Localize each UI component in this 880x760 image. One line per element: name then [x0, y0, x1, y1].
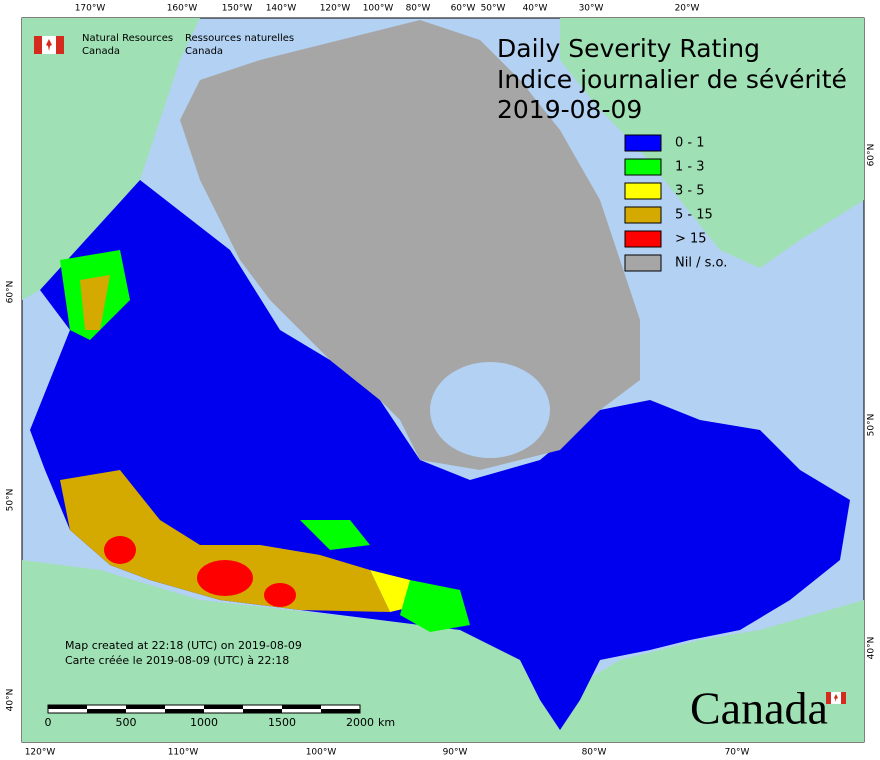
- latitude-label: 50°N: [867, 414, 877, 437]
- agency-fr: Canada: [185, 46, 223, 57]
- longitude-label: 60°W: [451, 4, 476, 14]
- latitude-label: 60°N: [867, 144, 877, 167]
- scale-segment: [126, 705, 165, 709]
- longitude-label: 120°W: [25, 748, 56, 758]
- agency-fr: Ressources naturelles: [185, 33, 294, 44]
- legend-label: 1 - 3: [675, 160, 705, 175]
- legend-swatch: [624, 134, 662, 152]
- legend-label: > 15: [675, 232, 707, 247]
- legend-label: 0 - 1: [675, 136, 705, 151]
- longitude-label: 40°W: [523, 4, 548, 14]
- legend-swatch: [624, 230, 662, 248]
- title-en: Daily Severity Rating: [497, 34, 760, 63]
- scale-unit: km: [378, 716, 395, 729]
- created-en: Map created at 22:18 (UTC) on 2019-08-09: [65, 639, 302, 652]
- canada-wordmark: Canada: [690, 683, 846, 734]
- latitude-label: 40°N: [867, 637, 877, 660]
- legend-label: Nil / s.o.: [675, 256, 727, 271]
- scale-segment: [321, 709, 360, 713]
- scale-segment: [282, 705, 321, 709]
- legend-swatch: [624, 254, 662, 272]
- latitude-label: 40°N: [6, 689, 16, 712]
- title-fr: Indice journalier de sévérité: [497, 65, 847, 94]
- longitude-label: 80°W: [406, 4, 431, 14]
- created-fr: Carte créée le 2019-08-09 (UTC) à 22:18: [65, 654, 289, 667]
- longitude-label: 20°W: [675, 4, 700, 14]
- longitude-label: 170°W: [75, 4, 106, 14]
- legend-label: 5 - 15: [675, 208, 713, 223]
- scale-label: 500: [116, 716, 137, 729]
- scale-bar: 0 500 1000 1500 2000 km: [45, 704, 395, 729]
- wordmark: Canada: [690, 683, 828, 734]
- legend: 0 - 1 1 - 3 3 - 5 5 - 15 > 15 Nil / s.o.: [624, 134, 727, 272]
- longitude-label: 110°W: [168, 748, 199, 758]
- scale-label: 1500: [268, 716, 296, 729]
- scale-segment: [204, 705, 243, 709]
- longitude-label: 50°W: [481, 4, 506, 14]
- graticule-labels: 170°W 160°W 150°W 140°W 120°W 100°W 80°W 60°W 50…: [6, 4, 877, 758]
- scale-segment: [165, 709, 204, 713]
- longitude-label: 140°W: [266, 4, 297, 14]
- legend-swatch: [624, 158, 662, 176]
- longitude-label: 90°W: [443, 748, 468, 758]
- scale-segment: [87, 709, 126, 713]
- longitude-label: 160°W: [167, 4, 198, 14]
- longitude-label: 70°W: [725, 748, 750, 758]
- longitude-label: 100°W: [306, 748, 337, 758]
- scale-segment: [48, 705, 87, 709]
- agency-en: Canada: [82, 46, 120, 57]
- agency-en: Natural Resources: [82, 33, 173, 44]
- longitude-label: 100°W: [363, 4, 394, 14]
- latitude-label: 60°N: [6, 281, 16, 304]
- scale-label: 1000: [190, 716, 218, 729]
- longitude-label: 150°W: [222, 4, 253, 14]
- longitude-label: 30°W: [579, 4, 604, 14]
- nrcan-signature: Natural Resources Canada Ressources natu…: [34, 33, 294, 57]
- scale-label: 0: [45, 716, 52, 729]
- scale-segment: [243, 709, 282, 713]
- legend-label: 3 - 5: [675, 184, 705, 199]
- latitude-label: 50°N: [6, 489, 16, 512]
- date: 2019-08-09: [497, 95, 642, 124]
- legend-swatch: [624, 182, 662, 200]
- scale-label: 2000: [346, 716, 374, 729]
- legend-swatch: [624, 206, 662, 224]
- longitude-label: 120°W: [320, 4, 351, 14]
- land: [22, 18, 864, 742]
- longitude-label: 80°W: [582, 748, 607, 758]
